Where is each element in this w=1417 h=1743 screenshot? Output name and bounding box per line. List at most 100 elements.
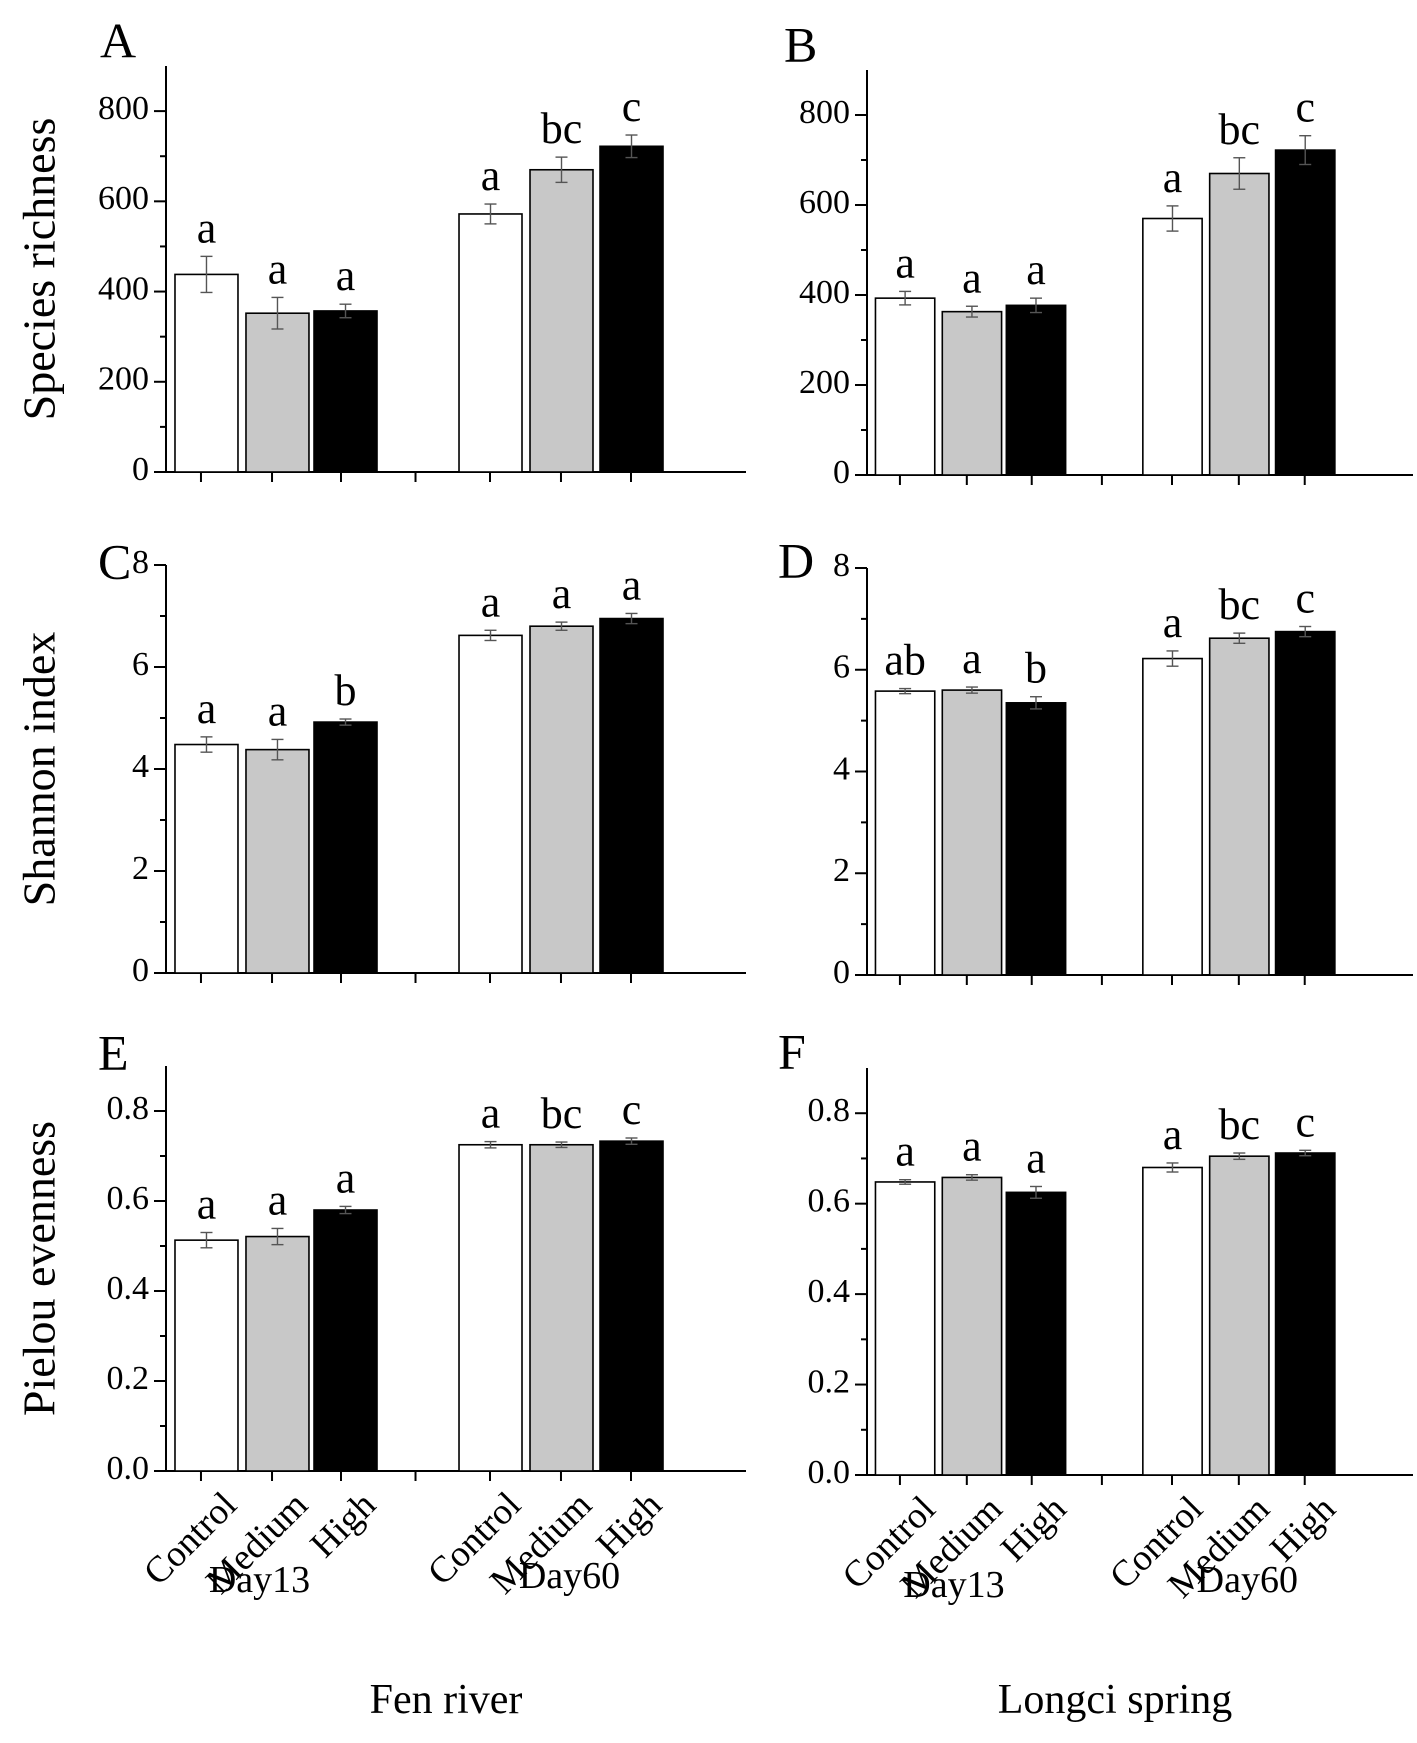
y-tick-label: 0.8	[808, 1092, 851, 1129]
bar	[1208, 172, 1270, 476]
y-tick-label: 0	[132, 451, 149, 488]
significance-letter: a	[197, 203, 217, 252]
y-tick-label: 0	[833, 954, 850, 991]
significance-letter: ab	[884, 636, 926, 685]
y-tick-label: 0.4	[107, 1270, 150, 1307]
y-tick-label: 200	[799, 364, 850, 401]
y-tick-label: 0.0	[808, 1454, 851, 1491]
y-tick-label: 8	[833, 547, 850, 584]
bar	[529, 625, 594, 974]
bar	[874, 1181, 936, 1476]
bar	[529, 1143, 594, 1472]
bar	[599, 1140, 664, 1472]
significance-letter: c	[622, 1085, 642, 1134]
panel-label: F	[778, 1023, 806, 1079]
y-tick-label: 8	[132, 544, 149, 581]
bar	[1005, 1191, 1067, 1476]
significance-letter: bc	[1219, 105, 1261, 154]
y-tick-label: 0.0	[107, 1450, 150, 1487]
significance-letter: a	[481, 151, 501, 200]
panel-label: B	[784, 16, 817, 72]
bar	[1274, 630, 1336, 976]
y-tick-label: 0.2	[107, 1360, 150, 1397]
bar	[1005, 304, 1067, 476]
category-label: High	[1262, 1488, 1344, 1570]
y-tick-label: 4	[833, 750, 850, 787]
y-tick-label: 600	[799, 184, 850, 221]
significance-letter: a	[481, 1089, 501, 1138]
significance-letter: a	[962, 1122, 982, 1171]
significance-letter: a	[197, 684, 217, 733]
site-label: Fen river	[370, 1677, 523, 1723]
bar	[1274, 1152, 1336, 1476]
significance-letter: a	[336, 251, 356, 300]
y-tick-label: 6	[132, 646, 149, 683]
site-label: Longci spring	[998, 1677, 1232, 1723]
bar	[313, 1209, 378, 1472]
y-tick-label: 800	[98, 90, 149, 127]
category-label: High	[993, 1488, 1075, 1570]
significance-letter: a	[1163, 1110, 1183, 1159]
bar	[245, 312, 310, 473]
bar	[458, 213, 523, 473]
panel-label: E	[98, 1024, 129, 1080]
category-label: High	[589, 1484, 671, 1566]
y-tick-label: 0.6	[808, 1182, 851, 1219]
bar	[874, 690, 936, 976]
bar	[941, 1176, 1003, 1476]
significance-letter: a	[268, 1175, 288, 1224]
bar	[174, 273, 239, 473]
y-tick-label: 400	[98, 270, 149, 307]
y-tick-label: 800	[799, 94, 850, 131]
significance-letter: a	[336, 1153, 356, 1202]
significance-letter: a	[962, 253, 982, 302]
y-tick-label: 200	[98, 361, 149, 398]
significance-letter: a	[1026, 245, 1046, 294]
significance-letter: b	[335, 666, 357, 715]
y-tick-label: 0.2	[808, 1363, 851, 1400]
bar	[1005, 702, 1067, 976]
significance-letter: bc	[1219, 580, 1261, 629]
y-tick-label: 4	[132, 748, 149, 785]
bar	[1142, 217, 1203, 476]
category-label: High	[303, 1484, 385, 1566]
panel-label: A	[100, 12, 136, 68]
significance-letter: c	[1295, 574, 1315, 623]
bar	[941, 689, 1003, 976]
bar	[245, 748, 310, 974]
significance-letter: a	[962, 634, 982, 683]
y-axis-label: Pielou evenness	[14, 1121, 65, 1416]
y-tick-label: 2	[833, 852, 850, 889]
bar	[941, 310, 1003, 476]
group-label: Day13	[903, 1564, 1004, 1606]
bar	[599, 145, 664, 473]
bar	[529, 168, 594, 473]
y-tick-label: 6	[833, 649, 850, 686]
significance-letter: a	[481, 577, 501, 626]
significance-letter: a	[895, 238, 915, 287]
bar	[313, 310, 378, 473]
bar	[1142, 1166, 1203, 1476]
group-label: Day13	[209, 1559, 310, 1601]
y-axis-label: Shannon index	[14, 632, 65, 907]
y-tick-label: 0	[132, 952, 149, 989]
y-axis-label: Species richness	[14, 118, 65, 421]
y-tick-label: 0.6	[107, 1180, 150, 1217]
bar	[245, 1235, 310, 1472]
significance-letter: c	[1295, 83, 1315, 132]
significance-letter: c	[1295, 1097, 1315, 1146]
significance-letter: a	[1163, 598, 1183, 647]
y-tick-label: 2	[132, 850, 149, 887]
panel-label: C	[98, 533, 131, 589]
significance-letter: bc	[541, 1089, 583, 1138]
bar	[1274, 149, 1336, 476]
significance-letter: a	[197, 1180, 217, 1229]
bar	[174, 1239, 239, 1472]
panel-label: D	[778, 532, 814, 588]
